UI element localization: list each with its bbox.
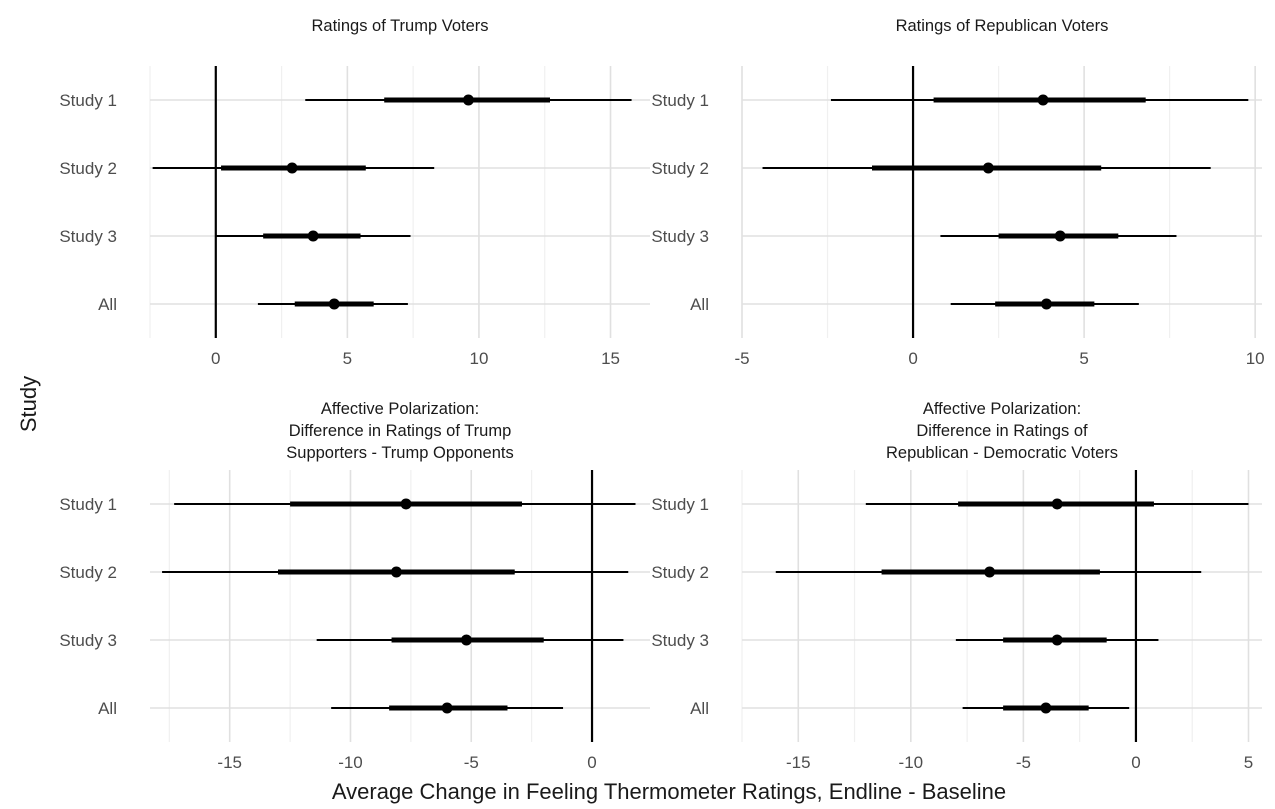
x-tick-label: -10 bbox=[338, 753, 363, 772]
x-tick-label: -5 bbox=[1016, 753, 1031, 772]
estimate-point bbox=[1040, 298, 1052, 310]
estimate-point bbox=[1037, 94, 1049, 106]
estimate-point bbox=[984, 566, 996, 578]
panel-title: Supporters - Trump Opponents bbox=[286, 444, 513, 462]
estimate-point bbox=[307, 230, 319, 242]
estimate-point bbox=[460, 634, 472, 646]
panel-title: Difference in Ratings of Trump bbox=[289, 422, 512, 440]
category-label: Study 3 bbox=[59, 227, 117, 246]
x-tick-label: -5 bbox=[464, 753, 479, 772]
panel-title: Republican - Democratic Voters bbox=[886, 444, 1118, 462]
estimate-point bbox=[328, 298, 340, 310]
category-label: Study 1 bbox=[59, 91, 117, 110]
category-label: Study 3 bbox=[59, 631, 117, 650]
estimate-point bbox=[1054, 230, 1066, 242]
x-tick-label: 5 bbox=[343, 349, 352, 368]
category-label: All bbox=[98, 699, 117, 718]
category-label: Study 3 bbox=[651, 227, 709, 246]
category-label: All bbox=[690, 295, 709, 314]
category-label: Study 1 bbox=[651, 91, 709, 110]
estimate-point bbox=[1051, 498, 1063, 510]
estimate-point bbox=[400, 498, 412, 510]
panel-title: Difference in Ratings of bbox=[916, 422, 1088, 440]
x-tick-label: 0 bbox=[1131, 753, 1140, 772]
estimate-point bbox=[462, 94, 474, 106]
panel-2: Study 1 Study 2 Study 3 All -5 0 5 10 Ratings of… bbox=[651, 17, 1264, 368]
category-label: All bbox=[690, 699, 709, 718]
panel-title: Affective Polarization: bbox=[321, 400, 479, 418]
x-tick-label: -5 bbox=[734, 349, 749, 368]
panel-title: Ratings of Trump Voters bbox=[312, 17, 489, 35]
category-label: All bbox=[98, 295, 117, 314]
panel-1: Study 1 Study 2 Study 3 All 0 5 10 15 Ratings of… bbox=[59, 17, 650, 368]
category-label: Study 3 bbox=[651, 631, 709, 650]
x-tick-label: 10 bbox=[469, 349, 488, 368]
x-tick-label: 0 bbox=[211, 349, 220, 368]
estimate-point bbox=[982, 162, 994, 174]
x-tick-label: -15 bbox=[217, 753, 242, 772]
panel-4: Study 1 Study 2 Study 3 All -15 -10 -5 0 5 Affect… bbox=[651, 400, 1262, 772]
x-axis-title: Average Change in Feeling Thermometer Ra… bbox=[332, 779, 1006, 804]
x-tick-label: 0 bbox=[587, 753, 596, 772]
panel-3: Study 1 Study 2 Study 3 All -15 -10 -5 0 Affecti… bbox=[59, 400, 650, 772]
category-label: Study 2 bbox=[651, 563, 709, 582]
category-label: Study 1 bbox=[651, 495, 709, 514]
estimate-point bbox=[1051, 634, 1063, 646]
estimate-point bbox=[390, 566, 402, 578]
panels: Study 1 Study 2 Study 3 All 0 5 10 15 Ratings of… bbox=[59, 17, 1264, 772]
x-tick-label: -15 bbox=[786, 753, 811, 772]
category-label: Study 1 bbox=[59, 495, 117, 514]
estimate-point bbox=[286, 162, 298, 174]
x-tick-label: 0 bbox=[908, 349, 917, 368]
panel-title: Ratings of Republican Voters bbox=[896, 17, 1109, 35]
y-axis-title: Study bbox=[16, 376, 41, 432]
panel-title: Affective Polarization: bbox=[923, 400, 1081, 418]
x-tick-label: -10 bbox=[899, 753, 924, 772]
category-label: Study 2 bbox=[59, 159, 117, 178]
x-tick-label: 10 bbox=[1246, 349, 1265, 368]
x-tick-label: 5 bbox=[1079, 349, 1088, 368]
category-label: Study 2 bbox=[651, 159, 709, 178]
category-label: Study 2 bbox=[59, 563, 117, 582]
estimate-point bbox=[1040, 702, 1052, 714]
estimate-point bbox=[441, 702, 453, 714]
x-tick-label: 5 bbox=[1244, 753, 1253, 772]
x-tick-label: 15 bbox=[601, 349, 620, 368]
